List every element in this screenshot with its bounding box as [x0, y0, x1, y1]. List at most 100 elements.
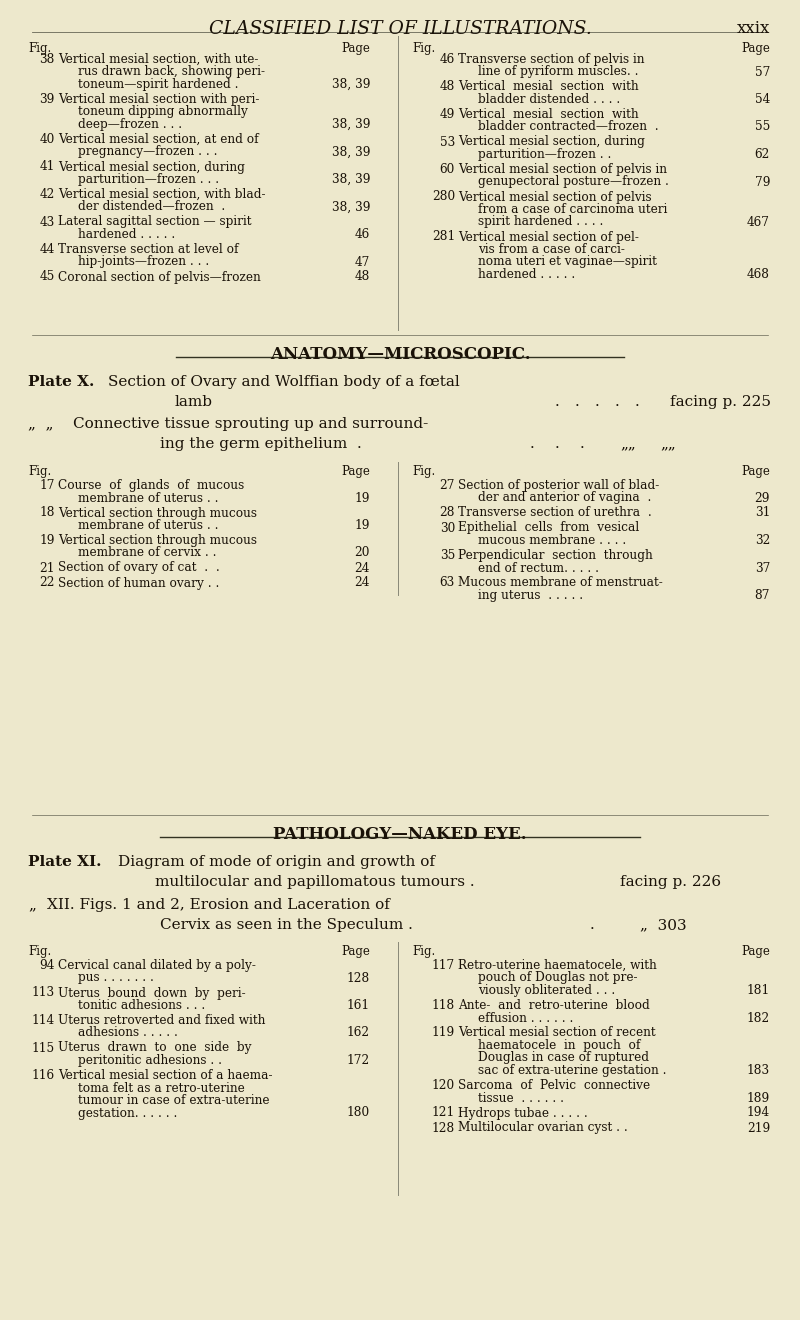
Text: 29: 29	[754, 491, 770, 504]
Text: 21: 21	[39, 561, 55, 574]
Text: Vertical mesial section, with blad-: Vertical mesial section, with blad-	[58, 187, 266, 201]
Text: 19: 19	[354, 519, 370, 532]
Text: 180: 180	[347, 1106, 370, 1119]
Text: hardened . . . . .: hardened . . . . .	[478, 268, 575, 281]
Text: Fig.: Fig.	[28, 945, 51, 958]
Text: Uterus  bound  down  by  peri-: Uterus bound down by peri-	[58, 986, 246, 999]
Text: toneum dipping abnormally: toneum dipping abnormally	[78, 106, 248, 119]
Text: Connective tissue sprouting up and surround-: Connective tissue sprouting up and surro…	[73, 417, 428, 432]
Text: Cervix as seen in the Speculum .: Cervix as seen in the Speculum .	[160, 917, 413, 932]
Text: 53: 53	[440, 136, 455, 149]
Text: 42: 42	[40, 187, 55, 201]
Text: Vertical section through mucous: Vertical section through mucous	[58, 507, 257, 520]
Text: Vertical mesial section, at end of: Vertical mesial section, at end of	[58, 133, 258, 147]
Text: .: .	[530, 437, 534, 451]
Text: 31: 31	[754, 507, 770, 520]
Text: 161: 161	[347, 999, 370, 1012]
Text: 121: 121	[432, 1106, 455, 1119]
Text: Plate X.: Plate X.	[28, 375, 94, 389]
Text: 41: 41	[40, 161, 55, 173]
Text: 63: 63	[440, 577, 455, 590]
Text: parturition—frozen . . .: parturition—frozen . . .	[78, 173, 219, 186]
Text: 181: 181	[746, 983, 770, 997]
Text: 17: 17	[39, 479, 55, 492]
Text: 47: 47	[354, 256, 370, 268]
Text: 20: 20	[354, 546, 370, 560]
Text: .: .	[595, 395, 600, 409]
Text: hardened . . . . .: hardened . . . . .	[78, 228, 175, 242]
Text: der and anterior of vagina  .: der and anterior of vagina .	[478, 491, 651, 504]
Text: Fig.: Fig.	[28, 465, 51, 478]
Text: Douglas in case of ruptured: Douglas in case of ruptured	[478, 1052, 649, 1064]
Text: Plate XI.: Plate XI.	[28, 855, 102, 869]
Text: 162: 162	[347, 1027, 370, 1040]
Text: 115: 115	[32, 1041, 55, 1055]
Text: Fig.: Fig.	[412, 465, 435, 478]
Text: Vertical mesial section, during: Vertical mesial section, during	[458, 136, 645, 149]
Text: 48: 48	[440, 81, 455, 94]
Text: „„: „„	[660, 437, 676, 451]
Text: parturition—frozen . .: parturition—frozen . .	[478, 148, 611, 161]
Text: .: .	[580, 437, 585, 451]
Text: 49: 49	[440, 108, 455, 121]
Text: 48: 48	[354, 271, 370, 284]
Text: viously obliterated . . .: viously obliterated . . .	[478, 983, 615, 997]
Text: 87: 87	[754, 589, 770, 602]
Text: 45: 45	[40, 271, 55, 284]
Text: 18: 18	[39, 507, 55, 520]
Text: Epithelial  cells  from  vesical: Epithelial cells from vesical	[458, 521, 639, 535]
Text: .: .	[635, 395, 640, 409]
Text: 37: 37	[754, 561, 770, 574]
Text: pouch of Douglas not pre-: pouch of Douglas not pre-	[478, 972, 638, 985]
Text: 114: 114	[32, 1014, 55, 1027]
Text: 22: 22	[39, 577, 55, 590]
Text: Vertical section through mucous: Vertical section through mucous	[58, 535, 257, 546]
Text: Transverse section at level of: Transverse section at level of	[58, 243, 238, 256]
Text: toneum—spirit hardened .: toneum—spirit hardened .	[78, 78, 238, 91]
Text: bladder distended . . . .: bladder distended . . . .	[478, 92, 620, 106]
Text: 38, 39: 38, 39	[331, 117, 370, 131]
Text: 128: 128	[346, 972, 370, 985]
Text: 118: 118	[432, 999, 455, 1012]
Text: facing p. 226: facing p. 226	[620, 875, 721, 888]
Text: Sarcoma  of  Pelvic  connective: Sarcoma of Pelvic connective	[458, 1078, 650, 1092]
Text: .: .	[555, 395, 560, 409]
Text: Page: Page	[741, 42, 770, 55]
Text: 24: 24	[354, 561, 370, 574]
Text: Uterus retroverted and fixed with: Uterus retroverted and fixed with	[58, 1014, 266, 1027]
Text: Vertical mesial section of pelvis: Vertical mesial section of pelvis	[458, 190, 652, 203]
Text: sac of extra-uterine gestation .: sac of extra-uterine gestation .	[478, 1064, 666, 1077]
Text: genupectoral posture—frozen .: genupectoral posture—frozen .	[478, 176, 669, 189]
Text: Vertical mesial section with peri-: Vertical mesial section with peri-	[58, 92, 259, 106]
Text: pus . . . . . . .: pus . . . . . . .	[78, 972, 154, 985]
Text: PATHOLOGY—NAKED EYE.: PATHOLOGY—NAKED EYE.	[273, 826, 527, 843]
Text: 40: 40	[40, 133, 55, 147]
Text: Cervical canal dilated by a poly-: Cervical canal dilated by a poly-	[58, 960, 256, 972]
Text: Ante-  and  retro-uterine  blood: Ante- and retro-uterine blood	[458, 999, 650, 1012]
Text: 55: 55	[754, 120, 770, 133]
Text: membrane of uterus . .: membrane of uterus . .	[78, 491, 218, 504]
Text: Fig.: Fig.	[28, 42, 51, 55]
Text: Section of Ovary and Wolffian body of a fœtal: Section of Ovary and Wolffian body of a …	[108, 375, 460, 389]
Text: .: .	[590, 917, 594, 932]
Text: Vertical mesial section, during: Vertical mesial section, during	[58, 161, 245, 173]
Text: .: .	[575, 395, 580, 409]
Text: 19: 19	[39, 535, 55, 546]
Text: 194: 194	[747, 1106, 770, 1119]
Text: 172: 172	[346, 1053, 370, 1067]
Text: effusion . . . . . .: effusion . . . . . .	[478, 1011, 574, 1024]
Text: .: .	[615, 395, 620, 409]
Text: der distended—frozen  .: der distended—frozen .	[78, 201, 226, 214]
Text: hip-joints—frozen . . .: hip-joints—frozen . . .	[78, 256, 210, 268]
Text: xxix: xxix	[737, 20, 770, 37]
Text: Vertical mesial section, with ute-: Vertical mesial section, with ute-	[58, 53, 258, 66]
Text: Page: Page	[741, 465, 770, 478]
Text: 38, 39: 38, 39	[331, 145, 370, 158]
Text: Course  of  glands  of  mucous: Course of glands of mucous	[58, 479, 244, 492]
Text: deep—frozen . . .: deep—frozen . . .	[78, 117, 182, 131]
Text: Multilocular ovarian cyst . .: Multilocular ovarian cyst . .	[458, 1122, 628, 1134]
Text: vis from a case of carci-: vis from a case of carci-	[478, 243, 625, 256]
Text: 280: 280	[432, 190, 455, 203]
Text: Uterus  drawn  to  one  side  by: Uterus drawn to one side by	[58, 1041, 251, 1055]
Text: tonitic adhesions . . .: tonitic adhesions . . .	[78, 999, 206, 1012]
